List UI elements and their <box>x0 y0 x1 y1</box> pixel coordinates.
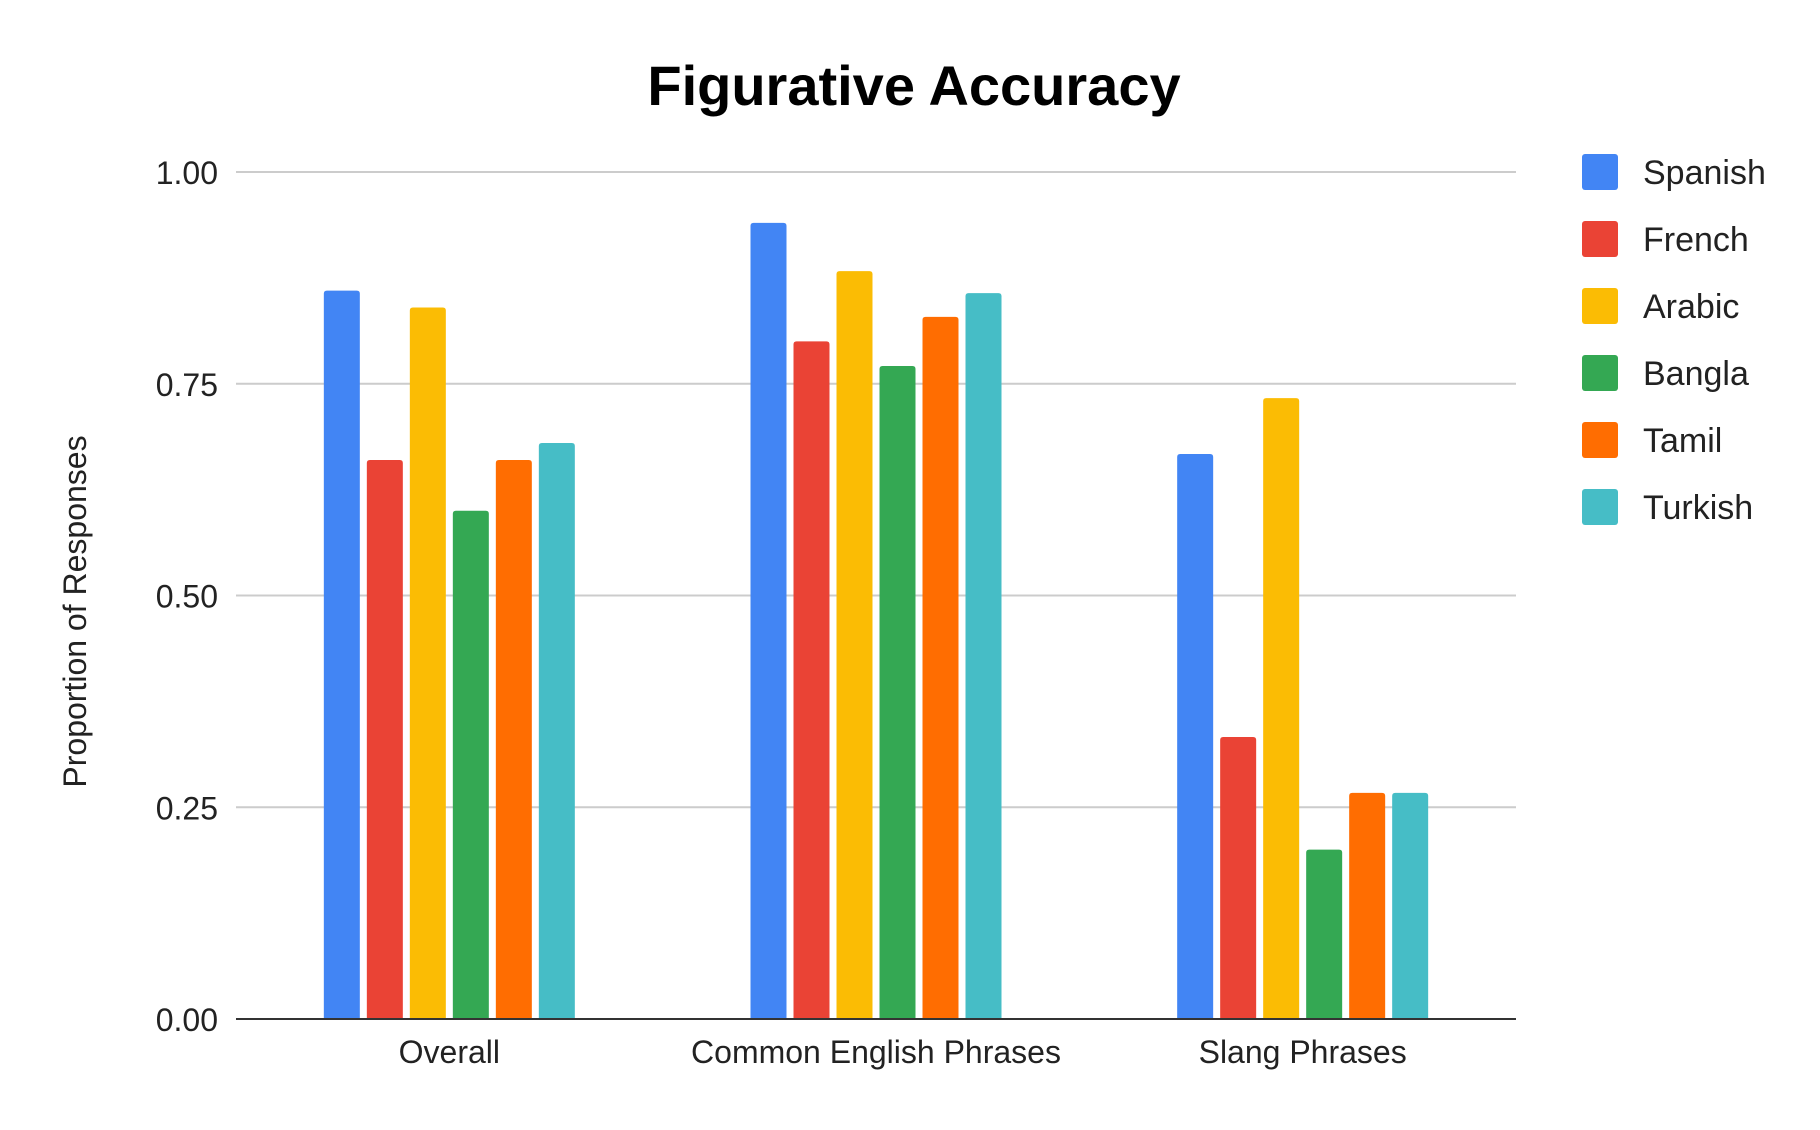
legend-item-spanish: Spanish <box>1582 154 1766 192</box>
x-category-label: Common English Phrases <box>691 1034 1061 1070</box>
bar-turkish-0 <box>538 443 575 1019</box>
legend-item-bangla: Bangla <box>1582 355 1749 393</box>
legend-swatch <box>1582 154 1618 190</box>
x-axis-categories: Overall Common English Phrases Slang Phras… <box>399 1034 1407 1070</box>
legend-label: Turkish <box>1643 489 1753 527</box>
y-tick-label: 1.00 <box>156 155 218 191</box>
bars <box>323 222 1429 1020</box>
y-tick-label: 0.25 <box>156 790 218 826</box>
bar-turkish-2 <box>1392 792 1429 1019</box>
bar-bangla-1 <box>879 365 916 1019</box>
bar-spanish-2 <box>1177 454 1214 1019</box>
y-tick-label: 0.00 <box>156 1002 218 1038</box>
legend: Spanish French Arabic Bangla Tamil Turkish <box>1582 154 1766 527</box>
bar-spanish-0 <box>323 290 360 1020</box>
legend-item-tamil: Tamil <box>1582 422 1722 460</box>
bar-turkish-1 <box>965 293 1002 1020</box>
bar-bangla-0 <box>452 510 489 1019</box>
legend-swatch <box>1582 489 1618 525</box>
bar-french-1 <box>793 341 830 1019</box>
gridlines <box>236 171 1516 809</box>
y-tick-label: 0.50 <box>156 579 218 615</box>
bar-spanish-1 <box>750 222 787 1019</box>
bar-tamil-1 <box>922 316 959 1019</box>
legend-item-french: French <box>1582 221 1749 259</box>
legend-swatch <box>1582 422 1618 458</box>
bar-arabic-0 <box>409 307 446 1019</box>
bar-arabic-2 <box>1263 398 1300 1019</box>
y-axis-label: Proportion of Responses <box>57 435 93 787</box>
y-tick-label: 0.75 <box>156 367 218 403</box>
legend-label: Tamil <box>1643 422 1722 460</box>
y-axis-ticks: 0.00 0.25 0.50 0.75 1.00 <box>156 155 218 1038</box>
x-category-label: Overall <box>399 1034 500 1070</box>
bar-bangla-2 <box>1306 849 1343 1019</box>
chart-title: Figurative Accuracy <box>647 54 1180 117</box>
bar-tamil-0 <box>495 459 532 1020</box>
legend-swatch <box>1582 355 1618 391</box>
legend-swatch <box>1582 288 1618 324</box>
x-category-label: Slang Phrases <box>1199 1034 1407 1070</box>
bar-arabic-1 <box>836 271 873 1019</box>
bar-french-0 <box>366 459 403 1020</box>
legend-label: French <box>1643 221 1749 259</box>
legend-label: Bangla <box>1643 355 1749 393</box>
legend-item-turkish: Turkish <box>1582 489 1753 527</box>
bar-tamil-2 <box>1349 792 1386 1019</box>
bar-french-2 <box>1220 736 1257 1019</box>
legend-swatch <box>1582 221 1618 257</box>
legend-item-arabic: Arabic <box>1582 288 1739 326</box>
legend-label: Arabic <box>1643 288 1739 326</box>
legend-label: Spanish <box>1643 154 1766 192</box>
